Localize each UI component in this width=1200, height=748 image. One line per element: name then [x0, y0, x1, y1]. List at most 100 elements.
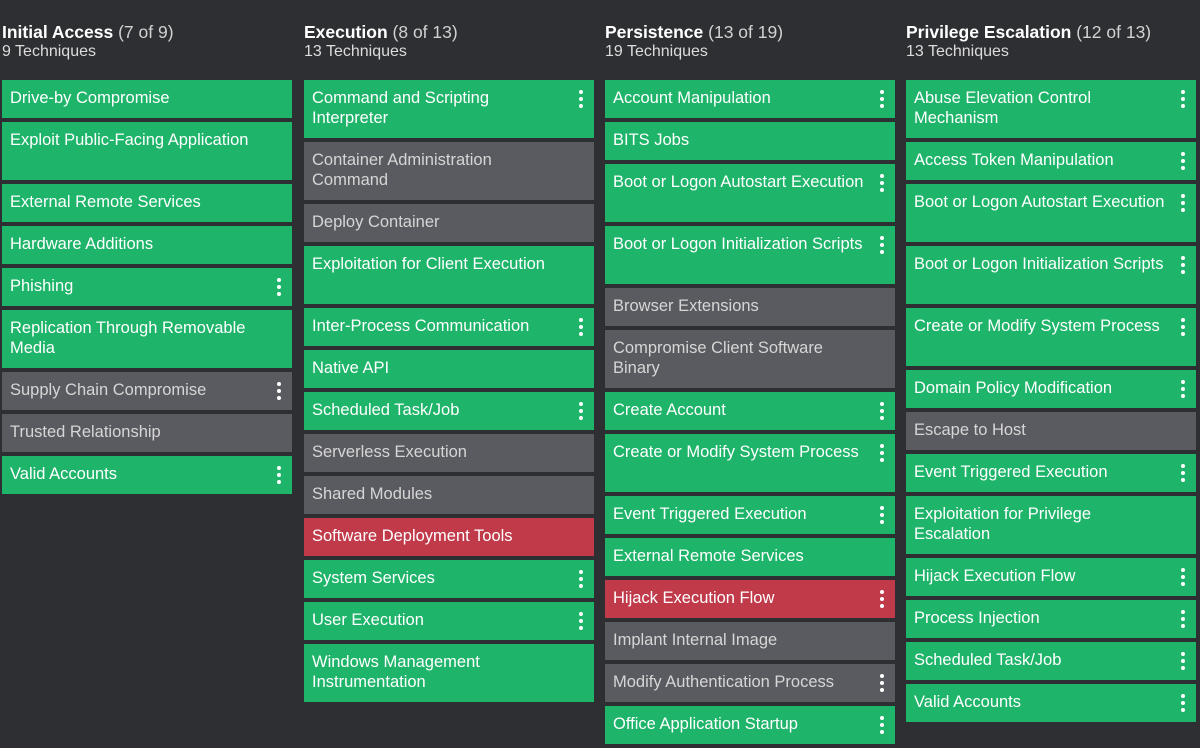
technique-cell[interactable]: Compromise Client Software Binary — [605, 330, 895, 388]
more-options-icon[interactable] — [1176, 370, 1190, 408]
technique-cell[interactable]: Event Triggered Execution — [605, 496, 895, 534]
technique-cell[interactable]: Valid Accounts — [2, 456, 292, 494]
technique-cell[interactable]: Escape to Host — [906, 412, 1196, 450]
more-options-icon[interactable] — [1176, 684, 1190, 722]
kebab-dot — [579, 570, 583, 574]
more-options-icon[interactable] — [1176, 186, 1190, 220]
technique-cell[interactable]: Event Triggered Execution — [906, 454, 1196, 492]
technique-cell[interactable]: Exploitation for Privilege Escalation — [906, 496, 1196, 554]
more-options-icon[interactable] — [574, 308, 588, 346]
tactic-header[interactable]: Persistence (13 of 19) 19 Techniques — [605, 0, 895, 80]
more-options-icon[interactable] — [1176, 248, 1190, 282]
technique-cell[interactable]: Create Account — [605, 392, 895, 430]
technique-label: Account Manipulation — [613, 89, 771, 107]
technique-cell[interactable]: Native API — [304, 350, 594, 388]
more-options-icon[interactable] — [1176, 310, 1190, 344]
technique-cell[interactable]: Inter-Process Communication — [304, 308, 594, 346]
more-options-icon[interactable] — [272, 456, 286, 494]
technique-cell[interactable]: Boot or Logon Initialization Scripts — [605, 226, 895, 284]
more-options-icon[interactable] — [1176, 600, 1190, 638]
technique-cell[interactable]: Supply Chain Compromise — [2, 372, 292, 410]
kebab-dot — [1181, 380, 1185, 384]
technique-label: Event Triggered Execution — [914, 463, 1108, 481]
technique-cell[interactable]: Serverless Execution — [304, 434, 594, 472]
technique-cell[interactable]: Process Injection — [906, 600, 1196, 638]
tactic-header[interactable]: Execution (8 of 13) 13 Techniques — [304, 0, 594, 80]
technique-cell[interactable]: Hijack Execution Flow — [605, 580, 895, 618]
technique-label: Supply Chain Compromise — [10, 381, 207, 399]
tactic-header[interactable]: Initial Access (7 of 9) 9 Techniques — [2, 0, 292, 80]
technique-cell[interactable]: Modify Authentication Process — [605, 664, 895, 702]
technique-cell[interactable]: Command and Scripting Interpreter — [304, 80, 594, 138]
technique-cell[interactable]: Phishing — [2, 268, 292, 306]
technique-cell[interactable]: Browser Extensions — [605, 288, 895, 326]
kebab-dot — [880, 188, 884, 192]
more-options-icon[interactable] — [875, 436, 889, 470]
more-options-icon[interactable] — [1176, 142, 1190, 180]
technique-cell[interactable]: Drive-by Compromise — [2, 80, 292, 118]
technique-cell[interactable]: BITS Jobs — [605, 122, 895, 160]
tactic-header[interactable]: Privilege Escalation (12 of 13) 13 Techn… — [906, 0, 1196, 80]
more-options-icon[interactable] — [574, 392, 588, 430]
technique-label: Replication Through Removable Media — [10, 319, 246, 357]
technique-cell[interactable]: Replication Through Removable Media — [2, 310, 292, 368]
technique-cell[interactable]: Implant Internal Image — [605, 622, 895, 660]
kebab-dot — [579, 332, 583, 336]
more-options-icon[interactable] — [574, 602, 588, 640]
technique-cell[interactable]: Boot or Logon Initialization Scripts — [906, 246, 1196, 304]
more-options-icon[interactable] — [875, 580, 889, 618]
technique-label: System Services — [312, 569, 435, 587]
technique-cell[interactable]: Office Application Startup — [605, 706, 895, 744]
technique-cell[interactable]: Deploy Container — [304, 204, 594, 242]
more-options-icon[interactable] — [272, 268, 286, 306]
more-options-icon[interactable] — [574, 82, 588, 116]
tactic-column: Persistence (13 of 19) 19 Techniques Acc… — [605, 0, 895, 748]
technique-cell[interactable]: Account Manipulation — [605, 80, 895, 118]
technique-label: Modify Authentication Process — [613, 673, 835, 691]
more-options-icon[interactable] — [875, 496, 889, 534]
technique-cell[interactable]: Exploitation for Client Execution — [304, 246, 594, 304]
technique-cell[interactable]: Boot or Logon Autostart Execution — [605, 164, 895, 222]
more-options-icon[interactable] — [1176, 82, 1190, 116]
kebab-dot — [1181, 694, 1185, 698]
more-options-icon[interactable] — [875, 392, 889, 430]
technique-cell[interactable]: Scheduled Task/Job — [906, 642, 1196, 680]
technique-cell[interactable]: Domain Policy Modification — [906, 370, 1196, 408]
technique-cell[interactable]: Hijack Execution Flow — [906, 558, 1196, 596]
technique-label: Drive-by Compromise — [10, 89, 170, 107]
more-options-icon[interactable] — [875, 228, 889, 262]
more-options-icon[interactable] — [1176, 642, 1190, 680]
more-options-icon[interactable] — [272, 372, 286, 410]
technique-cell[interactable]: Create or Modify System Process — [906, 308, 1196, 366]
kebab-dot — [1181, 90, 1185, 94]
technique-cell[interactable]: External Remote Services — [605, 538, 895, 576]
technique-label: Compromise Client Software Binary — [613, 339, 823, 377]
more-options-icon[interactable] — [875, 664, 889, 702]
technique-cell[interactable]: System Services — [304, 560, 594, 598]
more-options-icon[interactable] — [875, 166, 889, 200]
technique-cell[interactable]: Trusted Relationship — [2, 414, 292, 452]
technique-cell[interactable]: Abuse Elevation Control Mechanism — [906, 80, 1196, 138]
more-options-icon[interactable] — [1176, 558, 1190, 596]
technique-cell[interactable]: Valid Accounts — [906, 684, 1196, 722]
more-options-icon[interactable] — [1176, 454, 1190, 492]
technique-cell[interactable]: Hardware Additions — [2, 226, 292, 264]
technique-label: Serverless Execution — [312, 443, 467, 461]
technique-cell[interactable]: Windows Management Instrumentation — [304, 644, 594, 702]
technique-cell[interactable]: Shared Modules — [304, 476, 594, 514]
technique-cell[interactable]: External Remote Services — [2, 184, 292, 222]
kebab-dot — [579, 577, 583, 581]
more-options-icon[interactable] — [875, 80, 889, 118]
technique-cell[interactable]: Software Deployment Tools — [304, 518, 594, 556]
technique-cell[interactable]: Exploit Public-Facing Application — [2, 122, 292, 180]
more-options-icon[interactable] — [574, 560, 588, 598]
technique-cell[interactable]: Boot or Logon Autostart Execution — [906, 184, 1196, 242]
technique-cell[interactable]: Scheduled Task/Job — [304, 392, 594, 430]
more-options-icon[interactable] — [875, 706, 889, 744]
technique-cell[interactable]: User Execution — [304, 602, 594, 640]
technique-cell[interactable]: Container Administration Command — [304, 142, 594, 200]
kebab-dot — [1181, 152, 1185, 156]
kebab-dot — [880, 597, 884, 601]
technique-cell[interactable]: Create or Modify System Process — [605, 434, 895, 492]
technique-cell[interactable]: Access Token Manipulation — [906, 142, 1196, 180]
